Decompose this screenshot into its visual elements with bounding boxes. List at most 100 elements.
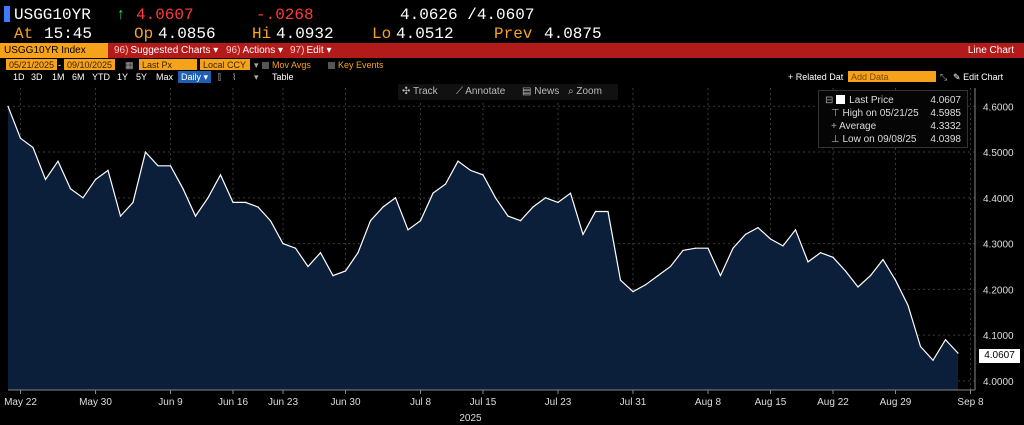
track-tool[interactable]: ✣ Track [402, 84, 438, 100]
actions-num: 96) [226, 45, 241, 56]
end-date-field[interactable]: 09/10/2025 [64, 59, 116, 70]
news-tool[interactable]: ▤ News [522, 84, 559, 100]
data-point [282, 243, 284, 245]
price-field-select[interactable]: Last Px [139, 59, 197, 70]
range-1m[interactable]: 1M [52, 72, 65, 82]
y-tick-label: 4.3000 [983, 240, 1014, 251]
range-6m[interactable]: 6M [72, 72, 85, 82]
data-point [557, 201, 559, 203]
average-marker-icon: + [831, 121, 837, 132]
data-point [744, 233, 747, 235]
data-point [82, 197, 84, 199]
zoom-tool[interactable]: ⌕ Zoom [568, 84, 602, 100]
data-point [207, 197, 209, 199]
annotate-tool[interactable]: ⟋ Annotate [456, 84, 505, 100]
data-point [794, 229, 797, 231]
ticker[interactable]: USGG10YR [14, 6, 91, 24]
suggested-charts-num: 96) [114, 45, 129, 56]
chart-area[interactable]: 4.6000 4.5000 4.4000 4.3000 4.2000 4.1000 4.00… [0, 84, 1024, 425]
zoom-label: Zoom [576, 86, 602, 97]
chevron-down-icon[interactable]: ▾ [254, 72, 259, 82]
data-point [657, 275, 659, 277]
range-5y[interactable]: 5Y [136, 72, 148, 82]
range-1d[interactable]: 1D [13, 72, 25, 82]
data-point [132, 201, 134, 203]
security-field[interactable]: USGG10YR Index [0, 43, 108, 58]
resize-icon[interactable]: ⤡ [940, 72, 948, 82]
high-marker-icon: ⊤ [831, 108, 840, 119]
currency-select[interactable]: Local CCY [200, 59, 250, 70]
data-point [882, 259, 884, 261]
quote-time: 15:45 [44, 25, 93, 43]
suggested-charts-menu[interactable]: 96) Suggested Charts ▾ [110, 43, 222, 58]
data-point [732, 247, 734, 249]
data-point [369, 220, 372, 222]
add-data-input[interactable]: Add Data [848, 71, 936, 82]
range-max[interactable]: Max [156, 72, 174, 82]
range-3d[interactable]: 3D [31, 72, 43, 82]
data-point [219, 174, 222, 176]
mov-avgs-toggle[interactable]: Mov Avgs [262, 59, 311, 71]
data-point [169, 165, 172, 167]
search-icon: ⌕ [568, 86, 574, 97]
x-tick-label: Jul 8 [410, 397, 432, 408]
legend-low-value: 4.0398 [930, 134, 961, 145]
data-point [94, 178, 97, 181]
start-date-field[interactable]: 05/21/2025 [6, 59, 58, 70]
data-point [382, 206, 384, 208]
data-point [582, 233, 584, 235]
data-point [69, 188, 72, 190]
x-tick-label: Aug 22 [817, 397, 849, 408]
chevron-down-icon[interactable]: ▾ [254, 60, 259, 70]
series-area [7, 105, 959, 391]
data-point [507, 215, 509, 217]
data-point [494, 197, 497, 199]
table-button[interactable]: Table [272, 72, 294, 82]
suggested-charts-label: Suggested Charts [130, 45, 211, 56]
quote-header: USGG10YR ↑ 4.0607 -.0268 4.0626 /4.0607 … [0, 0, 1024, 44]
chevron-down-icon: ▾ [213, 45, 219, 56]
edit-menu[interactable]: 97) Edit ▾ [286, 43, 336, 58]
line-style-icon[interactable]: ⌇ [232, 72, 237, 82]
collapse-icon: ⊟ [825, 95, 834, 106]
range-ytd[interactable]: YTD [92, 72, 110, 82]
data-point [944, 339, 947, 341]
news-icon: ▤ [522, 86, 532, 97]
related-data-button[interactable]: + Related Dat [788, 72, 844, 82]
candle-icon[interactable]: ⫿ [218, 72, 221, 82]
data-point [632, 291, 634, 293]
x-tick-label: May 22 [4, 397, 37, 408]
data-point [719, 275, 722, 277]
data-point [119, 215, 122, 217]
data-point [7, 105, 9, 107]
calendar-icon[interactable]: ▦ [125, 60, 134, 70]
data-point [544, 197, 547, 199]
key-events-toggle[interactable]: Key Events [328, 59, 384, 71]
parameter-bar: 05/21/2025 - 09/10/2025 ▦ Last Px Local … [0, 59, 1024, 71]
data-point [832, 256, 834, 258]
date-separator: - [58, 60, 61, 70]
legend-high-value: 4.5985 [930, 108, 961, 119]
data-point [269, 220, 272, 222]
edit-chart-button[interactable]: ✎ Edit Chart [953, 71, 1003, 83]
checkbox-icon [262, 62, 269, 69]
data-point [419, 220, 422, 222]
data-point [857, 286, 859, 288]
period-select[interactable]: Daily ▾ [178, 71, 212, 83]
y-tick-label: 4.6000 [983, 102, 1014, 113]
data-point [232, 201, 234, 203]
x-tick-label: Jun 9 [158, 397, 183, 408]
legend-last[interactable]: ⊟ Last Price [825, 94, 894, 107]
data-point [407, 229, 409, 231]
low-marker-icon: ⊥ [831, 134, 840, 145]
data-point [244, 201, 247, 203]
data-point [782, 245, 784, 247]
actions-menu[interactable]: 96) Actions ▾ [222, 43, 287, 58]
bid-ask: 4.0626 /4.0607 [400, 6, 535, 24]
range-1y[interactable]: 1Y [117, 72, 129, 82]
data-point [357, 252, 359, 254]
data-point [844, 270, 847, 272]
crosshair-icon: ✣ [402, 86, 411, 97]
high-label: Hi [252, 25, 272, 43]
price-chart[interactable]: 4.6000 4.5000 4.4000 4.3000 4.2000 4.1000 4.00… [0, 84, 1024, 425]
